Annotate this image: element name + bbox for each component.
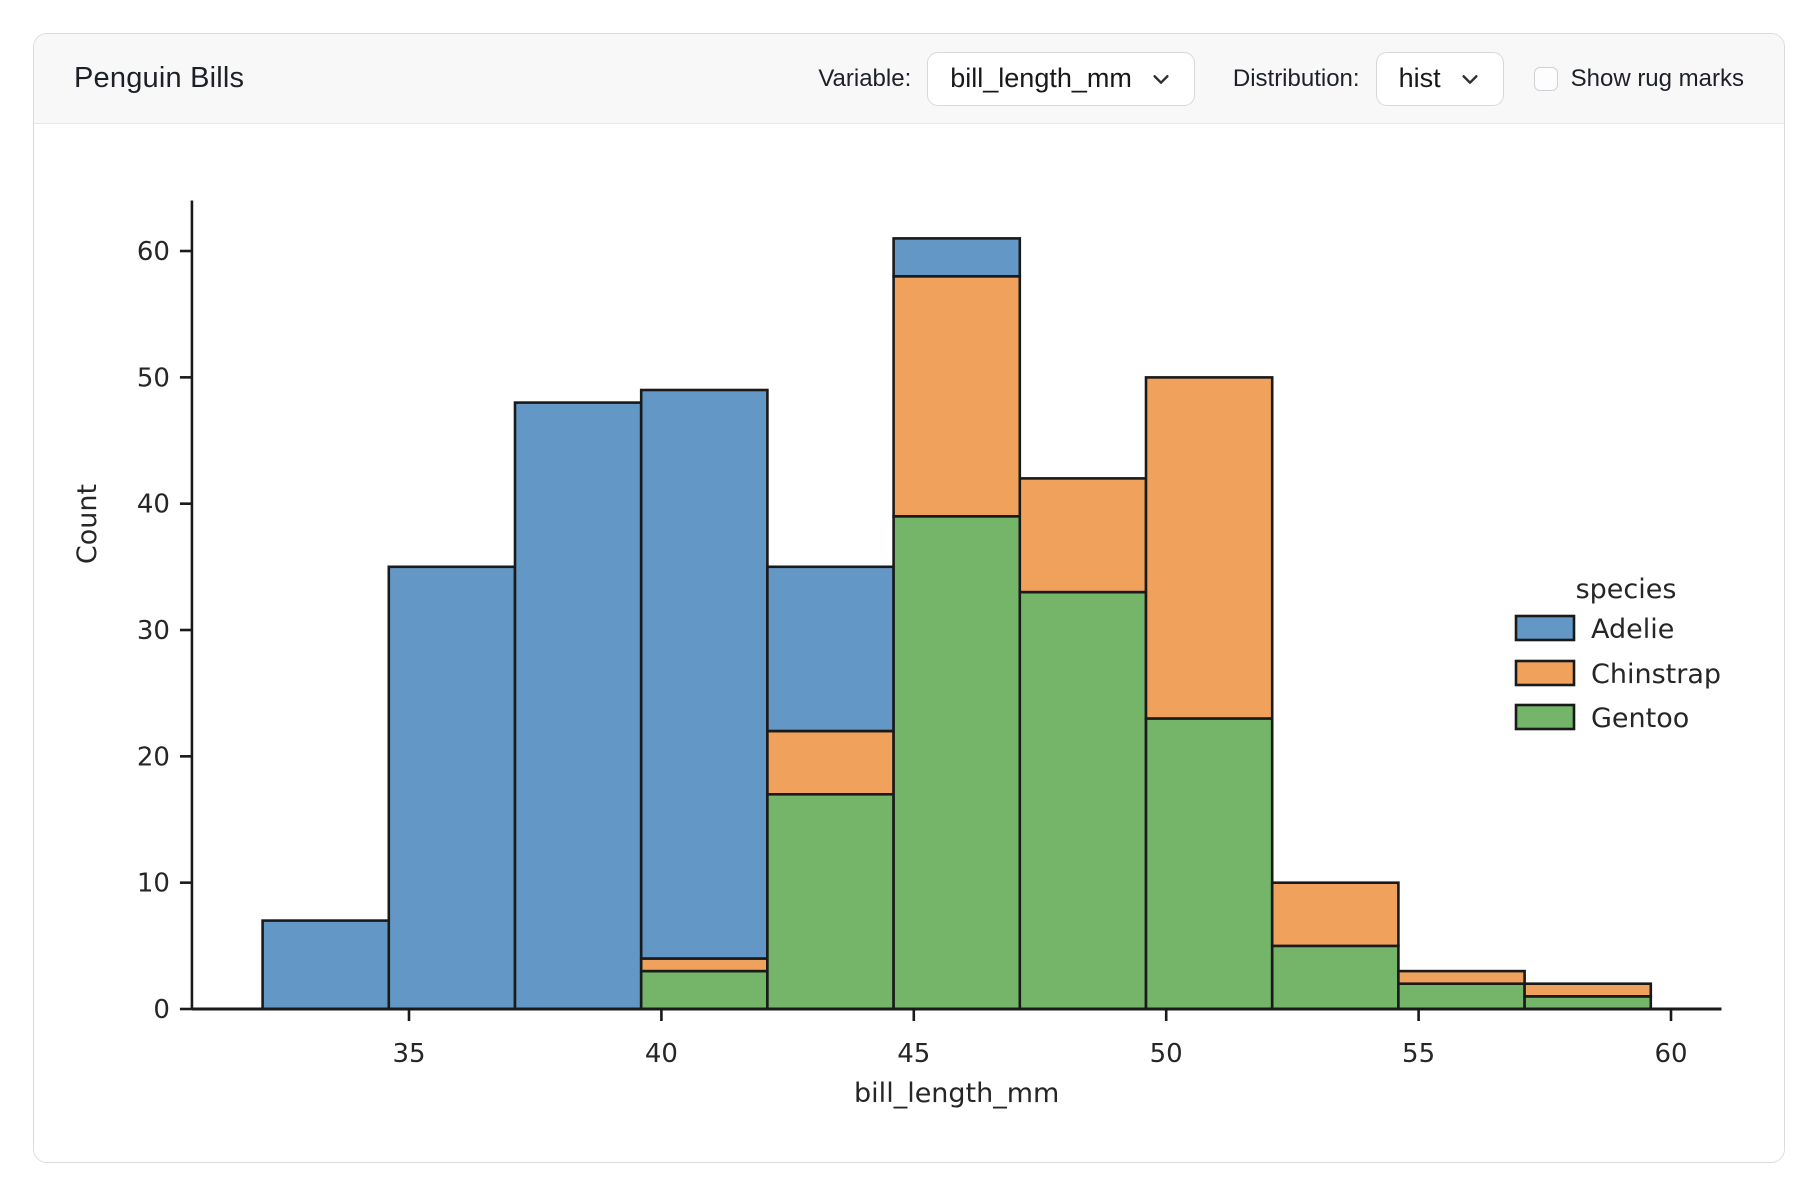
distribution-label: Distribution: bbox=[1232, 64, 1360, 92]
y-tick-label: 10 bbox=[137, 869, 170, 899]
histogram-bar-segment-adelie bbox=[513, 401, 643, 1011]
x-tick-label: 40 bbox=[645, 1039, 678, 1069]
y-tick-label: 50 bbox=[137, 363, 170, 393]
legend-swatch-gentoo bbox=[1514, 703, 1576, 731]
histogram-bar-segment-gentoo bbox=[1523, 995, 1653, 1011]
x-tick-label: 60 bbox=[1654, 1039, 1687, 1069]
chevron-down-icon bbox=[1153, 74, 1169, 84]
chevron-down-icon bbox=[1462, 74, 1478, 84]
histogram-bar-segment-chinstrap bbox=[1397, 969, 1526, 985]
show-rug-label: Show rug marks bbox=[1570, 64, 1744, 92]
x-axis-label: bill_length_mm bbox=[854, 1078, 1059, 1109]
histogram-bar-segment-chinstrap bbox=[639, 957, 769, 973]
histogram-bar-segment-adelie bbox=[387, 565, 517, 1011]
x-tick-label: 50 bbox=[1150, 1039, 1183, 1069]
y-axis-label: Count bbox=[72, 484, 103, 564]
legend-label-adelie: Adelie bbox=[1591, 614, 1674, 645]
legend-title: species bbox=[1576, 574, 1677, 605]
x-tick-label: 35 bbox=[392, 1039, 425, 1069]
histogram-bar-segment-chinstrap bbox=[1523, 982, 1653, 998]
x-tick-label: 45 bbox=[897, 1039, 930, 1069]
histogram-bar-segment-gentoo bbox=[1270, 944, 1400, 1011]
histogram-bar-segment-gentoo bbox=[1144, 717, 1274, 1011]
histogram-bar-segment-adelie bbox=[766, 565, 895, 733]
show-rug-checkbox[interactable] bbox=[1533, 66, 1558, 91]
legend-label-chinstrap: Chinstrap bbox=[1591, 659, 1721, 690]
y-tick-label: 0 bbox=[153, 995, 170, 1025]
variable-select[interactable]: bill_length_mm bbox=[927, 51, 1195, 106]
histogram-bar-segment-chinstrap bbox=[1270, 881, 1400, 948]
app-card: Penguin Bills Variable: bill_length_mm D… bbox=[33, 33, 1785, 1163]
page-title: Penguin Bills bbox=[74, 62, 245, 94]
plot-panel: 35 40 45 50 55 60 0 10 20 30 40 50 60 bill_length_mm C… bbox=[34, 124, 1784, 1162]
histogram-bar-segment-gentoo bbox=[766, 792, 895, 1011]
variable-label: Variable: bbox=[818, 64, 912, 92]
distribution-select-value: hist bbox=[1398, 63, 1441, 93]
legend-swatch-chinstrap bbox=[1514, 659, 1576, 687]
histogram-chart: 35 40 45 50 55 60 0 10 20 30 40 50 60 bill_length_mm C… bbox=[72, 200, 1722, 1109]
legend-swatch-adelie bbox=[1514, 614, 1576, 642]
histogram-bar-segment-adelie bbox=[892, 237, 1022, 278]
histogram-bar-segment-chinstrap bbox=[1144, 376, 1274, 720]
distribution-select[interactable]: hist bbox=[1375, 51, 1504, 106]
histogram-bar-segment-chinstrap bbox=[1018, 477, 1148, 594]
y-tick-label: 30 bbox=[137, 616, 170, 646]
histogram-bar-segment-chinstrap bbox=[892, 275, 1022, 518]
x-tick-label: 55 bbox=[1402, 1039, 1435, 1069]
variable-select-value: bill_length_mm bbox=[950, 63, 1132, 93]
histogram-bar-segment-chinstrap bbox=[766, 729, 895, 796]
histogram-bar-segment-gentoo bbox=[892, 514, 1022, 1011]
histogram-bar-segment-gentoo bbox=[1018, 590, 1148, 1011]
histogram-bar-segment-gentoo bbox=[639, 969, 769, 1011]
legend-label-gentoo: Gentoo bbox=[1591, 703, 1689, 734]
y-tick-label: 20 bbox=[137, 742, 170, 772]
histogram-bar-segment-gentoo bbox=[1397, 982, 1526, 1011]
card-header: Penguin Bills Variable: bill_length_mm D… bbox=[34, 34, 1784, 124]
histogram-bar-segment-adelie bbox=[261, 919, 391, 1011]
y-tick-label: 60 bbox=[137, 237, 170, 267]
histogram-bar-segment-adelie bbox=[639, 388, 769, 960]
header-controls: Variable: bill_length_mm Distribution: h… bbox=[818, 51, 1744, 106]
y-tick-label: 40 bbox=[137, 490, 170, 520]
